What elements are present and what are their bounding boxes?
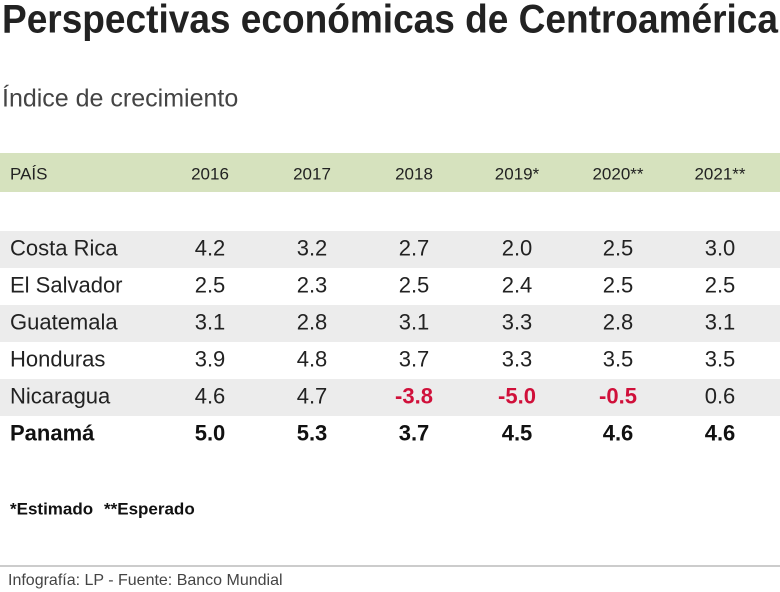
cell-value: 3.5 (705, 346, 736, 371)
country: Honduras (10, 346, 105, 371)
cell-value: 3.0 (705, 235, 736, 260)
column-header: 2017 (293, 164, 331, 183)
row-band (0, 379, 780, 416)
country: Guatemala (10, 309, 118, 334)
cell-value: 4.7 (297, 383, 328, 408)
row-band (0, 231, 780, 268)
cell-value: -0.5 (599, 383, 637, 408)
cell-value: 3.7 (399, 346, 430, 371)
column-header: 2021** (694, 164, 745, 183)
title: Perspectivas económicas de Centroamérica (2, 0, 779, 42)
cell-value: 3.1 (195, 309, 226, 334)
cell-value: 2.5 (603, 235, 634, 260)
country: Costa Rica (10, 235, 118, 260)
cell-value: -5.0 (498, 383, 536, 408)
header-band (0, 153, 780, 192)
cell-value: 2.0 (502, 235, 533, 260)
cell-value: 0.6 (705, 383, 736, 408)
cell-value: 5.0 (195, 420, 226, 445)
cell-value: 4.6 (195, 383, 226, 408)
cell-value: 3.7 (399, 420, 430, 445)
cell-value: 5.3 (297, 420, 328, 445)
note: *Estimado (10, 499, 93, 518)
country: Panamá (10, 420, 95, 445)
cell-value: 3.1 (705, 309, 736, 334)
cell-value: 3.5 (603, 346, 634, 371)
cell-value: 2.3 (297, 272, 328, 297)
cell-value: 2.8 (297, 309, 328, 334)
row-band (0, 305, 780, 342)
cell-value: 4.6 (603, 420, 634, 445)
cell-value: 4.5 (502, 420, 533, 445)
cell-value: 3.2 (297, 235, 328, 260)
cell-value: 3.1 (399, 309, 430, 334)
cell-value: 2.5 (195, 272, 226, 297)
cell-value: 4.8 (297, 346, 328, 371)
cell-value: 3.3 (502, 346, 533, 371)
cell-value: 2.5 (603, 272, 634, 297)
cell-value: -3.8 (395, 383, 433, 408)
table: PAÍS 2016 2017 2018 2019* 2020** 2021** Costa R… (0, 164, 780, 445)
country: Nicaragua (10, 383, 111, 408)
cell-value: 4.6 (705, 420, 736, 445)
cell-value: 3.9 (195, 346, 226, 371)
column-header: 2019* (495, 164, 540, 183)
cell-value: 2.4 (502, 272, 533, 297)
cell-value: 3.3 (502, 309, 533, 334)
cell-value: 2.5 (399, 272, 430, 297)
cell-value: 2.7 (399, 235, 430, 260)
subtitle: Índice de crecimiento (2, 84, 238, 113)
cell-value: 4.2 (195, 235, 226, 260)
note: **Esperado (104, 499, 195, 518)
column-header: 2016 (191, 164, 229, 183)
column-header: PAÍS (10, 164, 47, 183)
cell-value: 2.5 (705, 272, 736, 297)
column-header: 2018 (395, 164, 433, 183)
country: El Salvador (10, 272, 123, 297)
cell-value: 2.8 (603, 309, 634, 334)
source: Infografía: LP - Fuente: Banco Mundial (8, 572, 283, 589)
column-header: 2020** (592, 164, 643, 183)
